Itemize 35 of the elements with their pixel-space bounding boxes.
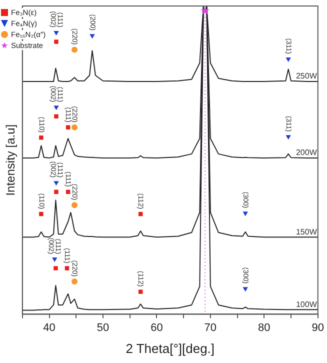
series-label: 200W bbox=[296, 148, 318, 158]
point bbox=[39, 212, 44, 216]
point bbox=[54, 266, 58, 270]
x-tick-label: 40 bbox=[43, 322, 56, 334]
point bbox=[54, 31, 59, 36]
point bbox=[54, 40, 58, 44]
point bbox=[242, 212, 248, 216]
series-label: 150W bbox=[296, 227, 318, 236]
x-axis-title: 2 Theta[°][deg.] bbox=[126, 340, 215, 356]
point bbox=[72, 46, 78, 53]
point bbox=[54, 114, 58, 118]
point bbox=[54, 181, 59, 186]
point bbox=[138, 290, 143, 294]
point bbox=[39, 135, 44, 140]
x-tick-label: 50 bbox=[96, 322, 110, 334]
series-label: 250W bbox=[296, 72, 318, 81]
x-tick-label: 80 bbox=[258, 322, 270, 334]
point bbox=[286, 58, 291, 62]
point bbox=[52, 258, 58, 262]
point bbox=[286, 135, 291, 140]
y-axis-title: Intensity [a.u] bbox=[4, 124, 18, 196]
point bbox=[66, 190, 70, 194]
x-tick-label: 90 bbox=[312, 322, 324, 334]
point bbox=[90, 34, 95, 39]
point bbox=[72, 124, 78, 130]
point bbox=[64, 266, 70, 270]
point bbox=[200, 6, 210, 14]
point bbox=[72, 278, 78, 285]
point bbox=[72, 202, 78, 208]
point bbox=[54, 106, 59, 110]
x-tick-label: 70 bbox=[204, 322, 217, 334]
point bbox=[54, 190, 58, 194]
point bbox=[242, 287, 248, 292]
series-label: 100W bbox=[296, 300, 318, 309]
x-tick-label: 60 bbox=[150, 322, 163, 334]
